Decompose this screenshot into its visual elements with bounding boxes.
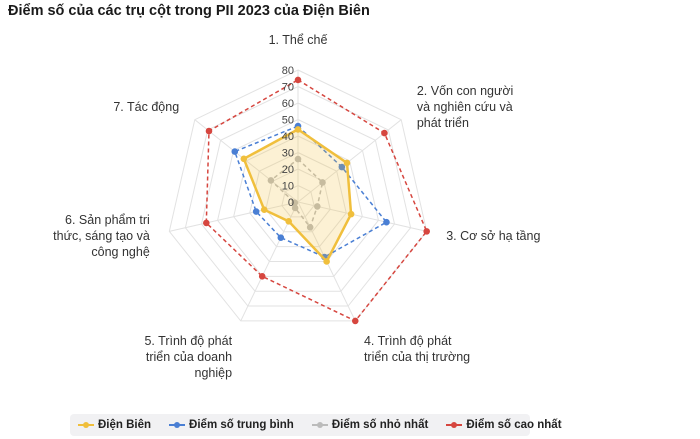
series-1-point: [252, 208, 260, 215]
series-2-point: [306, 223, 314, 231]
tick-label: 80: [282, 65, 294, 77]
chart-title: Điểm số của các trụ cột trong PII 2023 c…: [8, 3, 370, 19]
axis-label-line: triển của doanh: [146, 350, 232, 364]
series-3-line: [205, 79, 428, 322]
axis-label-line: 5. Trình độ phát: [144, 334, 232, 348]
series-0-point: [323, 258, 330, 265]
series-0-point: [343, 159, 351, 167]
axis-label: 7. Tác động: [113, 100, 179, 114]
grid-ring: [233, 135, 363, 262]
series-3-point: [205, 127, 213, 135]
legend-item[interactable]: Điện Biên: [78, 419, 151, 431]
series-2-point: [319, 179, 326, 186]
grid-ring: [281, 184, 315, 218]
axis-label-line: triển của thị trường: [364, 350, 470, 364]
axis-label: 3. Cơ sở hạ tầng: [446, 229, 540, 243]
axis-label: 6. Sản phẩm tri thức, sáng tạo và công ngh…: [53, 213, 150, 259]
series-3-point: [423, 228, 430, 235]
grid-ring: [200, 102, 396, 292]
series-2: [267, 155, 326, 231]
legend-swatch: [78, 421, 94, 429]
grid-ring: [249, 151, 347, 248]
axis-label: 1. Thể chế: [269, 33, 328, 47]
grid-ring: [217, 118, 379, 277]
series-0-point: [294, 126, 302, 133]
grid-ring: [168, 69, 428, 322]
tick-label: 0: [288, 197, 294, 209]
axis-label-line: thức, sáng tạo và: [53, 229, 150, 243]
axis-label-line: 4. Trình độ phát: [364, 334, 452, 348]
series-3-point: [351, 317, 359, 325]
radar-chart: 0 10 20 30 40 50 60 70 80 1. Thể chế 2. Vốn con n…: [53, 33, 540, 380]
tick-label: 70: [282, 82, 294, 94]
axis-label-line: và nghiên cứu và: [417, 100, 513, 114]
tick-label: 30: [282, 148, 294, 160]
axis-label: 4. Trình độ phát triển của thị trường: [364, 334, 470, 364]
series-3-point: [258, 273, 266, 280]
grid-spoke: [169, 201, 299, 232]
axis-label-line: 7. Tác động: [113, 100, 179, 114]
axis-label-line: nghiệp: [195, 366, 233, 380]
series-1-point: [231, 148, 239, 155]
series-0: [240, 126, 355, 265]
grid-ring: [184, 85, 412, 307]
tick-label: 60: [282, 98, 294, 110]
legend-item[interactable]: Điểm số trung bình: [169, 419, 294, 431]
legend: Điện Biên Điểm số trung bình Điểm số nhỏ n…: [70, 414, 562, 436]
legend-label: Điện Biên: [98, 419, 152, 431]
axis-labels: 1. Thể chế 2. Vốn con người và nghiên cứu …: [53, 33, 540, 380]
axis-label: 5. Trình độ phát triển của doanh nghiệp: [144, 334, 232, 380]
series-2-line: [269, 158, 324, 229]
series-0-line: [242, 127, 353, 264]
axis-label: 2. Vốn con người và nghiên cứu và phát tri…: [417, 84, 513, 130]
axis-label-line: 3. Cơ sở hạ tầng: [446, 229, 540, 243]
axis-label-line: phát triển: [417, 116, 469, 130]
series-1-point: [383, 218, 390, 226]
legend-swatch: [169, 421, 186, 429]
series-1-point: [338, 163, 346, 171]
legend-label: Điểm số cao nhất: [466, 419, 562, 431]
legend-item[interactable]: Điểm số nhỏ nhất: [311, 419, 429, 431]
series-1-point: [277, 234, 285, 241]
series-0-point: [285, 218, 292, 225]
legend-item[interactable]: Điểm số cao nhất: [446, 419, 562, 431]
axis-label-line: 2. Vốn con người: [417, 84, 513, 98]
tick-labels: 0 10 20 30 40 50 60 70 80: [282, 65, 294, 209]
axis-label-line: 1. Thể chế: [269, 33, 328, 47]
series-3-point: [203, 219, 210, 227]
series-2-point: [294, 155, 302, 163]
series-2-point: [314, 203, 321, 210]
tick-label: 20: [282, 164, 294, 176]
series-0-point: [347, 210, 355, 218]
series-3: [203, 76, 430, 325]
legend-swatch: [311, 421, 328, 429]
tick-label: 10: [282, 181, 294, 193]
series-0-point: [240, 155, 248, 163]
series-2-point: [267, 177, 275, 184]
legend-swatch: [446, 421, 463, 429]
series-2-point: [291, 199, 299, 207]
axis-label-line: 6. Sản phẩm tri: [65, 213, 150, 227]
series-3-point: [381, 129, 388, 137]
series-3-point: [294, 76, 302, 84]
axis-label-line: công nghệ: [91, 245, 149, 259]
series-layer: [203, 76, 430, 325]
tick-label: 40: [282, 131, 294, 143]
legend-label: Điểm số trung bình: [189, 419, 294, 431]
legend-label: Điểm số nhỏ nhất: [331, 419, 429, 431]
tick-label: 50: [282, 115, 294, 127]
series-0-point: [260, 206, 268, 214]
